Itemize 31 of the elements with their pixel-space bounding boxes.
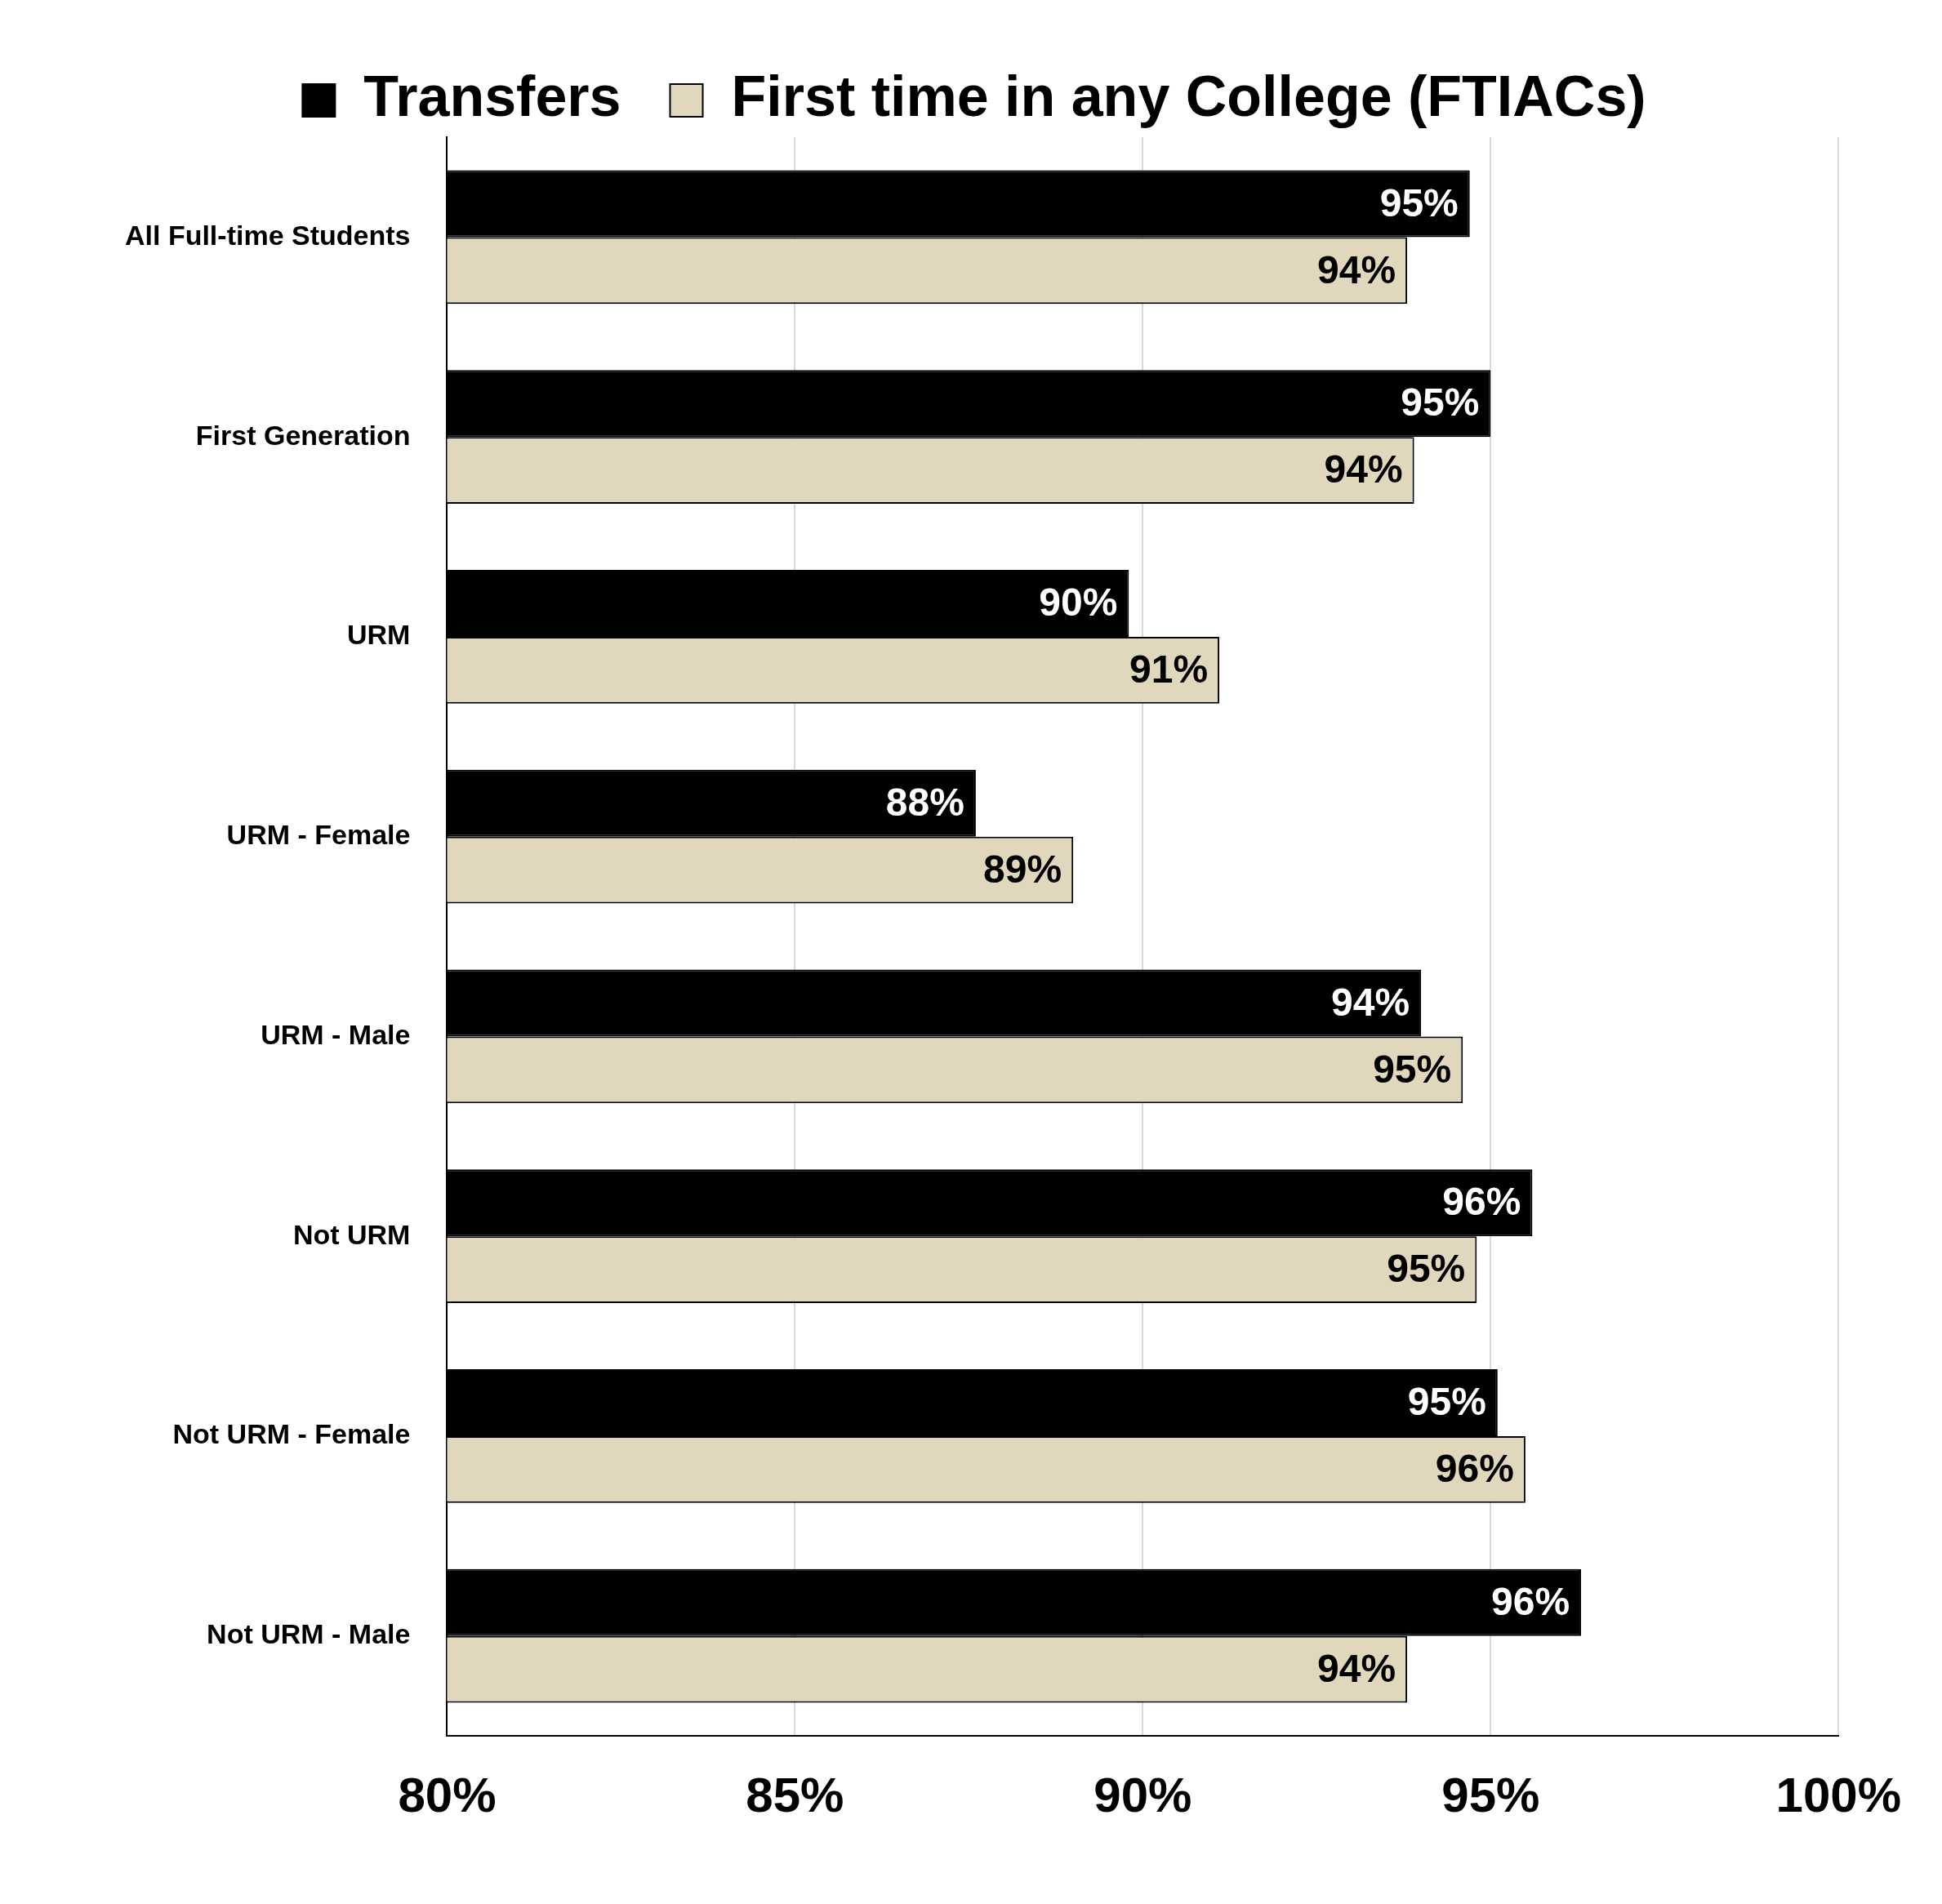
data-label: 91%: [1129, 647, 1209, 692]
data-label: 94%: [1317, 1646, 1396, 1690]
y-tick-label: URM - Female: [226, 819, 411, 850]
y-tick-label: Not URM - Female: [172, 1418, 411, 1450]
data-label: 94%: [1324, 447, 1403, 492]
legend-label: Transfers: [363, 65, 621, 129]
y-tick-label: First Generation: [195, 419, 411, 451]
x-tick-label: 90%: [1093, 1767, 1192, 1822]
data-label: 95%: [1401, 380, 1480, 425]
data-label: 95%: [1379, 180, 1459, 225]
data-label: 96%: [1442, 1180, 1521, 1224]
data-label: 95%: [1387, 1247, 1466, 1291]
data-label: 89%: [983, 847, 1062, 891]
y-tick-label: Not URM - Male: [207, 1618, 411, 1649]
y-tick-label: URM - Male: [261, 1018, 411, 1050]
data-label: 96%: [1490, 1579, 1570, 1623]
data-label: 88%: [885, 780, 964, 824]
y-tick-label: URM: [347, 619, 411, 651]
x-tick-label: 100%: [1775, 1767, 1902, 1822]
data-label: 94%: [1317, 247, 1396, 291]
x-tick-label: 80%: [398, 1767, 497, 1822]
x-tick-label: 85%: [746, 1767, 844, 1822]
data-label: 94%: [1331, 980, 1410, 1024]
data-label: 96%: [1435, 1447, 1514, 1491]
data-label: 95%: [1373, 1047, 1452, 1091]
y-tick-label: Not URM: [292, 1218, 411, 1250]
legend-label: First time in any College (FTIACs): [731, 65, 1646, 129]
data-label: 90%: [1039, 581, 1118, 625]
y-tick-label: All Full-time Students: [124, 219, 411, 251]
x-tick-label: 95%: [1441, 1767, 1540, 1822]
data-label: 95%: [1407, 1380, 1486, 1424]
